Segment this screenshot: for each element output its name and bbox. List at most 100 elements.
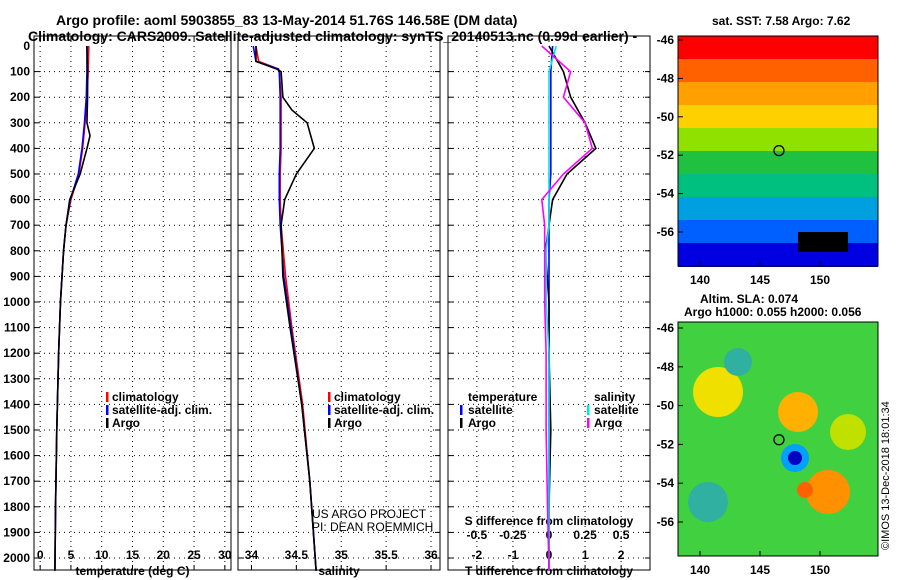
series-line-s-argo (540, 45, 594, 571)
y-tick-label: 1600 (3, 449, 30, 463)
y-tick-label: 1200 (3, 346, 30, 360)
legend-swatch (328, 405, 331, 415)
x-tick-label: 25 (187, 548, 201, 562)
legend-swatch (587, 405, 590, 415)
legend-label: satellite (594, 403, 639, 417)
y-tick-label: 700 (10, 218, 30, 232)
sla-anomaly (797, 482, 813, 498)
lat-tick-label: -54 (657, 187, 675, 201)
lat-tick-label: -48 (657, 71, 675, 85)
sst-band (678, 36, 878, 60)
legend-swatch (106, 418, 109, 428)
sla-anomaly (830, 414, 866, 450)
sla-anomaly (724, 348, 752, 376)
title-line1: Argo profile: aoml 5903855_83 13-May-201… (56, 12, 518, 28)
legend-swatch (460, 418, 463, 428)
sst-band (678, 151, 878, 175)
credit-text: US ARGO PROJECT (312, 507, 427, 521)
panel-2-frame (237, 35, 441, 571)
sst-band (678, 59, 878, 83)
legend-swatch (328, 392, 331, 402)
series-line-argo (255, 46, 317, 571)
x-tick-label: 15 (126, 548, 140, 562)
series-line-t-argo (544, 45, 597, 571)
y-tick-label: 300 (10, 116, 30, 130)
lat-tick-label: -48 (657, 360, 675, 374)
series-line-s-satellite (545, 45, 557, 571)
lon-tick-label: 150 (810, 273, 830, 287)
s-axis-tick-label: -0.5 (467, 528, 488, 542)
legend-label: Argo (334, 416, 362, 430)
legend-swatch (460, 405, 463, 415)
y-tick-label: 1800 (3, 500, 30, 514)
sst-band (678, 105, 878, 129)
series-line-argo (54, 45, 91, 571)
x-tick-label: 5 (68, 548, 75, 562)
legend-label: Argo (468, 416, 496, 430)
legend-swatch (106, 392, 109, 402)
pi-text: PI: DEAN ROEMMICH (312, 520, 434, 534)
x-tick-label: 36 (424, 548, 438, 562)
legend-label: Argo (112, 416, 140, 430)
s-axis-tick-label: 0.5 (613, 528, 630, 542)
x-tick-label: 2 (618, 548, 625, 562)
y-tick-label: 1400 (3, 397, 30, 411)
x-tick-label: 34 (245, 548, 259, 562)
sla-anomaly (693, 367, 743, 417)
x-tick-label: -2 (472, 548, 483, 562)
argo-position-marker (773, 434, 785, 446)
map-2 (677, 321, 879, 557)
x-tick-label: 35 (335, 548, 349, 562)
y-tick-label: 900 (10, 269, 30, 283)
y-tick-label: 1900 (3, 525, 30, 539)
argo-position-marker (773, 144, 785, 157)
lat-tick-label: -52 (657, 148, 675, 162)
sst-band (678, 128, 878, 152)
sst-band (678, 174, 878, 198)
lon-tick-label: 145 (750, 563, 770, 577)
x-tick-label: 35.5 (374, 548, 398, 562)
y-tick-label: 200 (10, 90, 30, 104)
y-tick-label: 800 (10, 244, 30, 258)
x-axis-label: T difference from climatology (465, 564, 633, 578)
land-mask (798, 232, 848, 252)
y-tick-label: 2000 (3, 551, 30, 565)
lat-tick-label: -54 (657, 476, 675, 490)
x-tick-label: 0 (37, 548, 44, 562)
x-tick-label: 30 (218, 548, 232, 562)
map2-title1: Altim. SLA: 0.074 (700, 292, 799, 306)
lon-tick-label: 145 (750, 273, 770, 287)
map-frame (677, 321, 879, 557)
legend-label: climatology (112, 390, 179, 404)
sst-band (678, 197, 878, 221)
lat-tick-label: -50 (657, 399, 675, 413)
lat-tick-label: -50 (657, 110, 675, 124)
legend-label: satellite (468, 403, 513, 417)
legend-label: climatology (334, 390, 401, 404)
legend-label: satellite-adj. clim. (334, 403, 434, 417)
legend-swatch (328, 418, 331, 428)
y-tick-label: 1100 (4, 321, 30, 335)
lon-tick-label: 140 (690, 563, 710, 577)
map1-title: sat. SST: 7.58 Argo: 7.62 (712, 14, 851, 28)
timestamp: ©IMOS 13-Dec-2018 18:01:34 (880, 401, 892, 550)
lon-tick-label: 140 (690, 273, 710, 287)
y-tick-label: 600 (10, 193, 30, 207)
sla-anomaly (778, 392, 818, 432)
y-tick-label: 1700 (3, 474, 30, 488)
map-frame (677, 35, 879, 267)
y-tick-label: 1000 (3, 295, 30, 309)
x-tick-label: 1 (582, 548, 589, 562)
x-tick-label: 20 (157, 548, 171, 562)
lat-tick-label: -56 (657, 225, 675, 239)
x-axis-label: temperature (deg C) (75, 564, 189, 578)
lat-tick-label: -52 (657, 437, 675, 451)
legend-label: Argo (594, 416, 622, 430)
sst-band (678, 82, 878, 106)
s-axis-tick-label: -0.25 (499, 528, 527, 542)
y-tick-label: 1500 (3, 423, 30, 437)
s-axis-tick-label: 0.25 (573, 528, 597, 542)
sla-anomaly (806, 470, 850, 514)
legend-swatch (587, 418, 590, 428)
